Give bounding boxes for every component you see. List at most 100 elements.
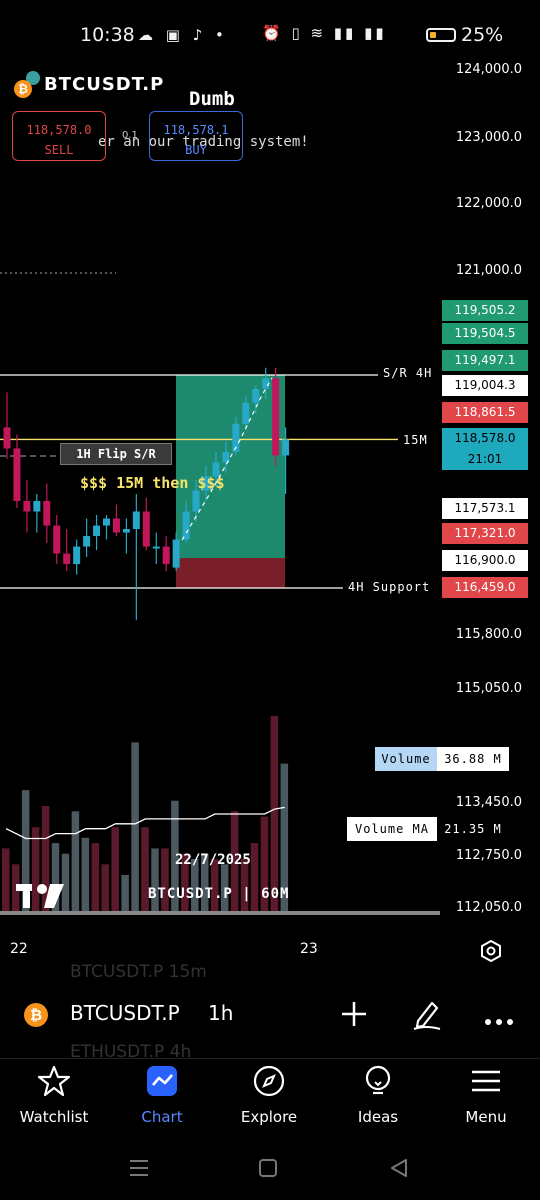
price-badge: 116,900.0 bbox=[442, 550, 528, 571]
toolbar-symbol[interactable]: BTCUSDT.P bbox=[70, 1001, 180, 1025]
behind-sheet-item: BTCUSDT.P 15m bbox=[70, 962, 207, 982]
tab-chart[interactable]: Chart bbox=[112, 1064, 212, 1126]
compass-icon bbox=[253, 1065, 285, 1097]
sell-button[interactable]: 118,578.0 SELL bbox=[12, 111, 106, 161]
candle-body bbox=[53, 525, 61, 554]
symbol-toolbar: ₿ BTCUSDT.P 1h bbox=[0, 985, 540, 1045]
order-quantity[interactable]: 0.1 bbox=[122, 130, 138, 141]
candle-body bbox=[112, 518, 120, 533]
status-left-icons: ☁ ▣ ♪ • bbox=[138, 26, 228, 44]
price-badge: 116,459.0 bbox=[442, 577, 528, 598]
volume-ma-legend[interactable]: Volume MA 21.35 M bbox=[347, 817, 511, 841]
volume-bar bbox=[71, 811, 80, 912]
candle-body bbox=[222, 451, 230, 463]
volume-bar bbox=[210, 859, 219, 912]
buy-button[interactable]: 118,578.1 BUY bbox=[149, 111, 243, 161]
x-axis-label: 22 bbox=[10, 941, 28, 957]
toolbar-interval[interactable]: 1h bbox=[208, 1001, 234, 1025]
battery-percentage: 25% bbox=[461, 24, 504, 46]
price-badge: 117,321.0 bbox=[442, 523, 528, 544]
volume-bar bbox=[11, 864, 20, 912]
tab-label: Watchlist bbox=[19, 1108, 89, 1126]
price-badge: 118,578.0 bbox=[442, 428, 528, 449]
volume-legend-label: Volume bbox=[375, 747, 437, 771]
bitcoin-icon: ₿ bbox=[24, 1003, 48, 1027]
candle-body bbox=[142, 511, 150, 547]
volume-bar bbox=[2, 848, 10, 912]
volume-ma-legend-value: 21.35 M bbox=[437, 817, 509, 841]
candle-body bbox=[13, 448, 21, 501]
volume-legend-value: 36.88 M bbox=[437, 747, 509, 771]
status-time: 10:38 bbox=[80, 24, 135, 46]
back-icon[interactable] bbox=[388, 1158, 410, 1178]
date-overlay: 22/7/2025 bbox=[175, 852, 251, 868]
price-tick: 123,000.0 bbox=[455, 130, 522, 145]
chart-symbol[interactable]: BTCUSDT.P bbox=[44, 74, 165, 95]
candle-body bbox=[23, 500, 31, 512]
volume-bar bbox=[61, 853, 70, 912]
candle-body bbox=[192, 490, 200, 512]
tab-watchlist[interactable]: Watchlist bbox=[4, 1064, 104, 1126]
draw-pen-icon[interactable] bbox=[410, 997, 442, 1031]
candle-body bbox=[182, 511, 190, 540]
tradingview-logo-icon bbox=[16, 882, 66, 910]
price-tick: 122,000.0 bbox=[455, 196, 522, 211]
15m-label: 15M bbox=[403, 433, 428, 447]
home-icon[interactable] bbox=[258, 1158, 280, 1178]
volume-ma-line bbox=[5, 806, 285, 840]
candle-body bbox=[162, 546, 170, 565]
tab-label: Explore bbox=[240, 1108, 298, 1126]
price-tick: 112,750.0 bbox=[455, 848, 522, 863]
more-icon[interactable] bbox=[484, 1011, 514, 1025]
chart-icon bbox=[147, 1066, 177, 1096]
volume-bar bbox=[141, 827, 149, 912]
recent-apps-icon[interactable] bbox=[128, 1158, 150, 1178]
time-scrollbar bbox=[0, 911, 440, 915]
tab-menu[interactable]: Menu bbox=[436, 1064, 536, 1126]
price-badge: 119,004.3 bbox=[442, 375, 528, 396]
candle-body bbox=[83, 536, 91, 547]
volume-bar bbox=[21, 790, 30, 912]
flip-sr-box[interactable]: 1H Flip S/R bbox=[60, 443, 172, 465]
volume-bar bbox=[111, 827, 119, 912]
candle-body bbox=[272, 378, 280, 456]
price-badge: 21:01 bbox=[442, 449, 528, 470]
candle-body bbox=[63, 553, 71, 565]
4h-support-label: 4H Support bbox=[348, 580, 431, 594]
battery-icon bbox=[426, 28, 456, 42]
volume-bar bbox=[131, 742, 139, 912]
tab-ideas[interactable]: Ideas bbox=[328, 1064, 428, 1126]
price-tick: 124,000.0 bbox=[455, 62, 522, 77]
chart-settings-icon[interactable] bbox=[479, 939, 503, 963]
candle-body bbox=[252, 388, 260, 403]
price-tick: 115,050.0 bbox=[455, 681, 522, 696]
candle-body bbox=[132, 511, 140, 530]
price-badge: 117,573.1 bbox=[442, 498, 528, 519]
chart-title-overlay: Dumb bbox=[189, 88, 235, 110]
star-icon bbox=[37, 1065, 71, 1097]
candle-body bbox=[93, 525, 101, 537]
sr-4h-label: S/R 4H bbox=[383, 366, 433, 380]
tab-explore[interactable]: Explore bbox=[219, 1064, 319, 1126]
x-axis-label: 23 bbox=[300, 941, 318, 957]
volume-bar bbox=[280, 763, 289, 912]
volume-ma-legend-label: Volume MA bbox=[347, 817, 437, 841]
volume-legend[interactable]: Volume 36.88 M bbox=[375, 747, 511, 771]
volume-bar bbox=[270, 715, 279, 912]
android-nav-bar bbox=[0, 1140, 540, 1200]
flip-sr-label: 1H Flip S/R bbox=[76, 447, 156, 461]
volume-bar bbox=[240, 859, 249, 912]
candle-body bbox=[282, 439, 290, 456]
volume-bar bbox=[201, 853, 209, 912]
add-icon[interactable] bbox=[340, 1000, 368, 1028]
volume-bar bbox=[91, 843, 100, 912]
chart-canvas[interactable] bbox=[0, 0, 540, 980]
candle-body bbox=[122, 529, 130, 533]
buy-price: 118,578.1 bbox=[163, 123, 229, 137]
price-tick: 121,000.0 bbox=[455, 263, 522, 278]
exchange-icon bbox=[26, 71, 40, 85]
price-badge: 119,505.2 bbox=[442, 300, 528, 321]
candle-body bbox=[73, 546, 81, 565]
candle-body bbox=[33, 500, 41, 512]
price-badge: 118,861.5 bbox=[442, 402, 528, 423]
